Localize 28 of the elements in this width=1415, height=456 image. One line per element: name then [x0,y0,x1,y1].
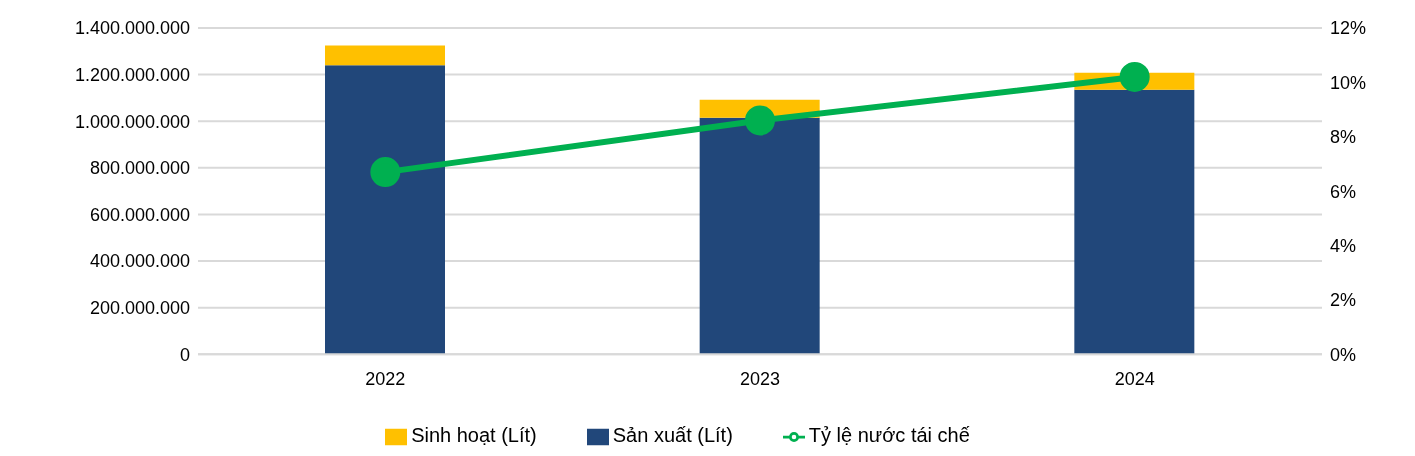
y-tick-label: 600.000.000 [89,204,190,225]
y-tick-label: 1.000.000.000 [74,111,190,132]
legend-label: Sinh hoạt (Lít) [411,424,537,447]
bar [325,65,445,355]
y2-tick-label: 12% [1330,18,1367,39]
legend-label: Tỷ lệ nước tái chế [808,424,970,447]
bar [699,117,820,355]
y2-tick-label: 10% [1330,72,1367,93]
y2-tick-label: 8% [1330,127,1357,148]
point [370,157,401,188]
bar [325,45,445,66]
point [1119,61,1150,92]
y-tick-label: 200.000.000 [89,298,190,319]
point [745,105,775,136]
y2-tick-label: 6% [1330,181,1357,202]
x-tick-label: 2022 [365,369,406,390]
y-tick-label: 0 [179,344,190,365]
x-tick-label: 2023 [739,369,781,390]
y2-tick-label: 4% [1330,235,1357,256]
x-tick-label: 2024 [1114,369,1155,390]
y2-tick-label: 0% [1330,344,1357,365]
legend-label: Sản xuất (Lít) [612,424,733,447]
bar [1074,89,1195,355]
y-tick-label: 1.200.000.000 [74,65,190,85]
y-tick-label: 800.000.000 [89,158,190,179]
y2-tick-label: 2% [1330,290,1357,311]
y-tick-label: 1.400.000.000 [74,18,190,39]
y-tick-label: 400.000.000 [89,251,190,272]
